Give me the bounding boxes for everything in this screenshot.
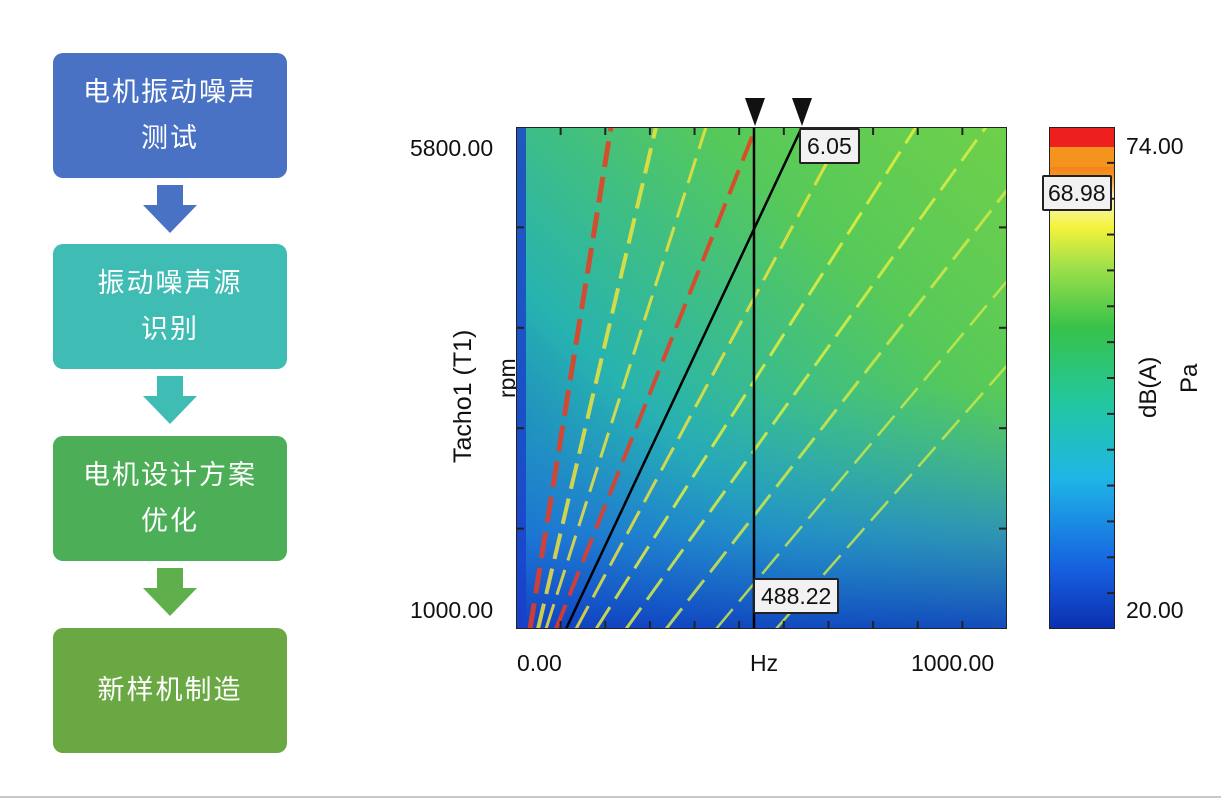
y-tick-min: 1000.00	[410, 597, 494, 623]
flow-step-noise-source-identification: 振动噪声源 识别	[53, 244, 287, 369]
y-axis-label: Tacho1 (T1)	[449, 329, 477, 463]
x-axis-unit: Hz	[750, 650, 779, 676]
order-marker-icon	[792, 98, 812, 126]
order-ridge	[775, 363, 1007, 629]
flow-step-new-prototype: 新样机制造	[53, 628, 287, 753]
flow-step-design-optimization: 电机设计方案 优化	[53, 436, 287, 561]
flow-step-vibration-noise-test: 电机振动噪声 测试	[53, 53, 287, 178]
cursor-marker-icon	[745, 98, 765, 126]
colormap-plot-area	[516, 127, 1007, 629]
down-arrow-icon	[143, 568, 197, 616]
order-ridge	[664, 187, 1007, 629]
x-tick-max: 1000.00	[911, 650, 995, 676]
order-ridge	[574, 127, 848, 629]
order-ridges	[527, 127, 1007, 629]
colorbar-min-label: 20.00	[1126, 597, 1184, 623]
colorbar-marker-readout: 68.98	[1042, 175, 1112, 211]
bottom-divider	[0, 796, 1221, 798]
order-ridge	[536, 127, 658, 629]
order-ridge	[624, 127, 988, 629]
order-readout: 6.05	[799, 128, 860, 164]
order-line	[564, 127, 804, 629]
order-ridge	[715, 279, 1007, 629]
colorbar-max-label: 74.00	[1126, 133, 1184, 159]
flow-step-label: 新样机制造	[97, 674, 243, 706]
down-arrow-icon	[143, 376, 197, 424]
colorbar-unit-label: Pa	[1176, 363, 1203, 393]
cursor-frequency-readout: 488.22	[753, 578, 840, 614]
down-arrow-icon	[143, 185, 197, 233]
order-ridge	[594, 127, 918, 629]
flow-step-label: 电机振动噪声 测试	[83, 76, 257, 154]
order-ridge	[554, 127, 758, 629]
colorbar-quantity-label: dB(A)	[1135, 356, 1162, 418]
flow-step-label: 振动噪声源 识别	[97, 267, 243, 345]
y-tick-max: 5800.00	[410, 135, 494, 161]
flow-step-label: 电机设计方案 优化	[83, 459, 257, 537]
x-tick-min: 0.00	[517, 650, 562, 676]
order-ridge	[527, 127, 614, 629]
order-ridge	[544, 127, 708, 629]
